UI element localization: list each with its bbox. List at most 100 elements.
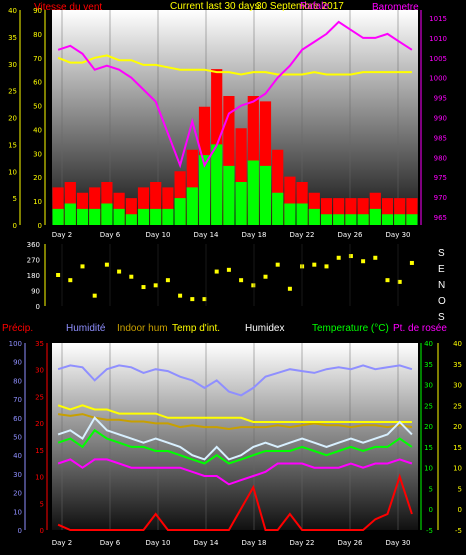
dir-tick-label: 180 bbox=[27, 272, 40, 280]
dir-point bbox=[409, 260, 414, 265]
dir-point bbox=[80, 264, 85, 269]
right-tick-label: 30 bbox=[424, 382, 433, 390]
middle-tick-label: 60 bbox=[33, 79, 42, 87]
right-tick-label: 10 bbox=[424, 465, 433, 473]
middle-tick-label: 10 bbox=[33, 198, 42, 206]
dir-point bbox=[226, 267, 231, 272]
middle-tick-label: 80 bbox=[33, 31, 42, 39]
middle-tick-label: 30 bbox=[33, 150, 42, 158]
middle-tick-label: 0 bbox=[38, 222, 42, 230]
dir-point bbox=[141, 285, 146, 290]
dir-tick-label: 270 bbox=[27, 257, 40, 265]
precip-tick-label: 50 bbox=[13, 434, 22, 442]
x-tick-label: Day 14 bbox=[194, 539, 220, 547]
humidex-label: Humidex bbox=[245, 323, 284, 334]
top-chart: Day 2 Day 6 Day 10 Day 14 Day 18 Day 22 Day 26… bbox=[8, 7, 447, 239]
wind-bar bbox=[113, 208, 125, 225]
wind-bar bbox=[174, 198, 186, 225]
wind-bar bbox=[198, 155, 211, 225]
direction-chart: 0 90 180 270 360 bbox=[27, 241, 414, 311]
barometer-title: Barometre bbox=[372, 2, 419, 13]
dir-tick-label: 0 bbox=[36, 303, 40, 311]
gust-bar bbox=[320, 198, 333, 225]
gust-bar bbox=[259, 101, 272, 225]
compass-letters: S E N O S bbox=[438, 248, 446, 323]
gust-title: Rafale bbox=[300, 1, 329, 12]
right2-tick-label: 20 bbox=[453, 423, 462, 431]
dir-point bbox=[324, 264, 329, 269]
temp-left-tick-label: 15 bbox=[35, 447, 44, 455]
right-tick-label: 970 bbox=[434, 194, 447, 202]
precip-tick-label: 30 bbox=[13, 471, 22, 479]
gust-bar bbox=[272, 149, 284, 225]
gust-bar bbox=[394, 198, 406, 225]
wind-bar bbox=[89, 208, 101, 225]
x-tick-label: Day 30 bbox=[386, 231, 411, 239]
x-tick-label: Day 18 bbox=[242, 231, 267, 239]
x-tick-label: Day 30 bbox=[386, 539, 411, 547]
right2-tick-label: 35 bbox=[453, 361, 462, 369]
dir-point bbox=[214, 269, 219, 274]
right-tick-label: 975 bbox=[434, 174, 447, 182]
x-tick-label: Day 26 bbox=[338, 231, 364, 239]
indoor-hum-label: Indoor hum bbox=[117, 323, 168, 334]
right-tick-label: -5 bbox=[426, 527, 433, 535]
gust-bar bbox=[52, 187, 64, 225]
wind-bar bbox=[369, 208, 381, 225]
wind-bar bbox=[52, 208, 64, 225]
right2-tick-label: -5 bbox=[455, 527, 462, 535]
right-tick-label: 995 bbox=[434, 95, 447, 103]
gust-bar bbox=[150, 182, 162, 225]
dir-point bbox=[92, 293, 97, 298]
temp-left-tick-label: 35 bbox=[35, 340, 44, 348]
wind-bar bbox=[406, 214, 418, 225]
right-tick-label: 0 bbox=[429, 506, 433, 514]
left-tick-label: 35 bbox=[8, 34, 17, 42]
dir-point bbox=[104, 262, 109, 267]
temp-left-tick-label: 20 bbox=[35, 420, 44, 428]
right-tick-label: 40 bbox=[424, 340, 433, 348]
gust-bar bbox=[406, 198, 418, 225]
precip-tick-label: 20 bbox=[13, 490, 22, 498]
dir-point bbox=[153, 283, 158, 288]
indoor-temp-line bbox=[57, 404, 412, 423]
temperature-label: Temperature (°C) bbox=[312, 323, 389, 334]
right-tick-label: 985 bbox=[434, 134, 447, 142]
humidex-line bbox=[57, 416, 413, 461]
gust-bar bbox=[284, 176, 296, 225]
right-tick-label: 25 bbox=[424, 402, 433, 410]
precip-label: Précip. bbox=[2, 323, 33, 334]
gust-bar bbox=[333, 198, 345, 225]
middle-tick-label: 20 bbox=[33, 174, 42, 182]
right2-tick-label: 5 bbox=[458, 485, 462, 493]
x-tick-label: Day 6 bbox=[100, 231, 121, 239]
left-tick-label: 0 bbox=[13, 222, 17, 230]
wind-bar bbox=[76, 208, 89, 225]
wind-bar bbox=[394, 214, 406, 225]
dir-point bbox=[275, 262, 280, 267]
right2-tick-label: 40 bbox=[453, 340, 462, 348]
dir-tick-label: 90 bbox=[31, 288, 40, 296]
wind-speed-title: Vitesse du vent bbox=[34, 2, 102, 13]
middle-tick-label: 90 bbox=[33, 7, 42, 15]
dewpoint-line bbox=[57, 458, 413, 486]
temp-left-tick-label: 0 bbox=[40, 527, 44, 535]
x-tick-label: Day 6 bbox=[100, 539, 121, 547]
x-tick-label: Day 22 bbox=[290, 231, 315, 239]
middle-tick-label: 40 bbox=[33, 126, 42, 134]
gust-bar bbox=[125, 198, 137, 225]
right-tick-label: 15 bbox=[424, 444, 433, 452]
right2-tick-label: 10 bbox=[453, 465, 462, 473]
wind-bar bbox=[101, 203, 113, 225]
right-tick-label: 1010 bbox=[429, 35, 447, 43]
dir-point bbox=[178, 293, 183, 298]
wind-bar bbox=[211, 144, 223, 225]
wind-bar bbox=[150, 208, 162, 225]
wind-bar bbox=[186, 187, 198, 225]
dir-point bbox=[373, 255, 378, 260]
wind-bar bbox=[259, 165, 272, 225]
bottom-chart: Day 2 Day 6 Day 10 Day 14 Day 18 Day 22 Day 26… bbox=[9, 340, 462, 547]
dir-point bbox=[336, 255, 341, 260]
dir-point bbox=[385, 278, 390, 283]
